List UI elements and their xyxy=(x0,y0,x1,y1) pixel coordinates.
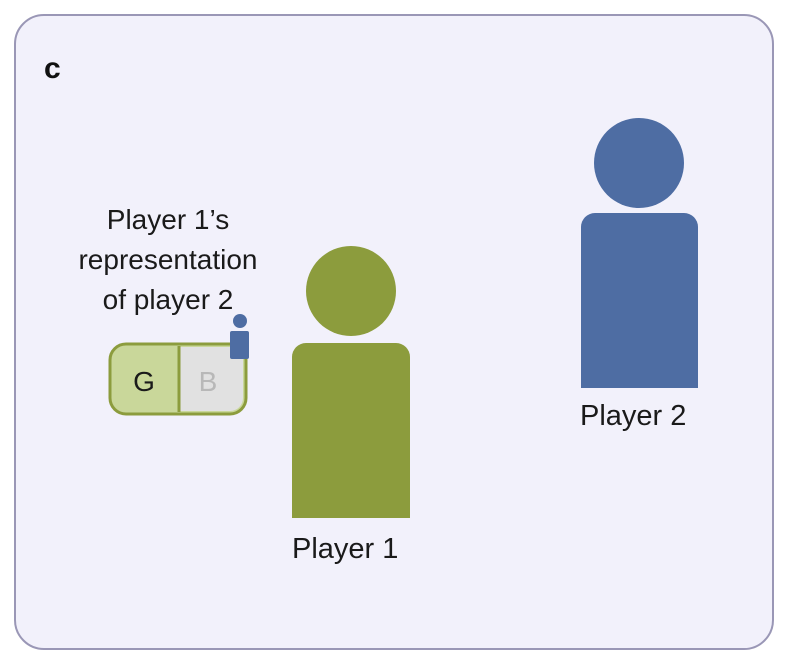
player1-figure xyxy=(292,246,410,518)
representation-caption-line-3: of player 2 xyxy=(102,284,234,315)
option-g-label: G xyxy=(133,366,155,397)
player2-label: Player 2 xyxy=(580,400,687,432)
player2-head xyxy=(594,118,684,208)
mini-player2-head xyxy=(233,314,247,328)
player2-figure xyxy=(581,118,698,388)
option-b-label: B xyxy=(199,366,218,397)
player1-label: Player 1 xyxy=(292,533,399,565)
panel-label: c xyxy=(44,52,61,85)
mini-player2-figure xyxy=(230,314,249,359)
representation-caption: Player 1’s representation of player 2 xyxy=(56,200,280,320)
option-b-cell-square-edge xyxy=(180,347,200,411)
choice-box: G B xyxy=(108,342,248,416)
player2-body-base xyxy=(581,270,698,388)
representation-caption-line-2: representation xyxy=(78,244,258,275)
representation-caption-line-1: Player 1’s xyxy=(106,204,230,235)
player1-body-base xyxy=(292,400,410,518)
player1-head xyxy=(306,246,396,336)
mini-player2-body xyxy=(230,331,249,359)
